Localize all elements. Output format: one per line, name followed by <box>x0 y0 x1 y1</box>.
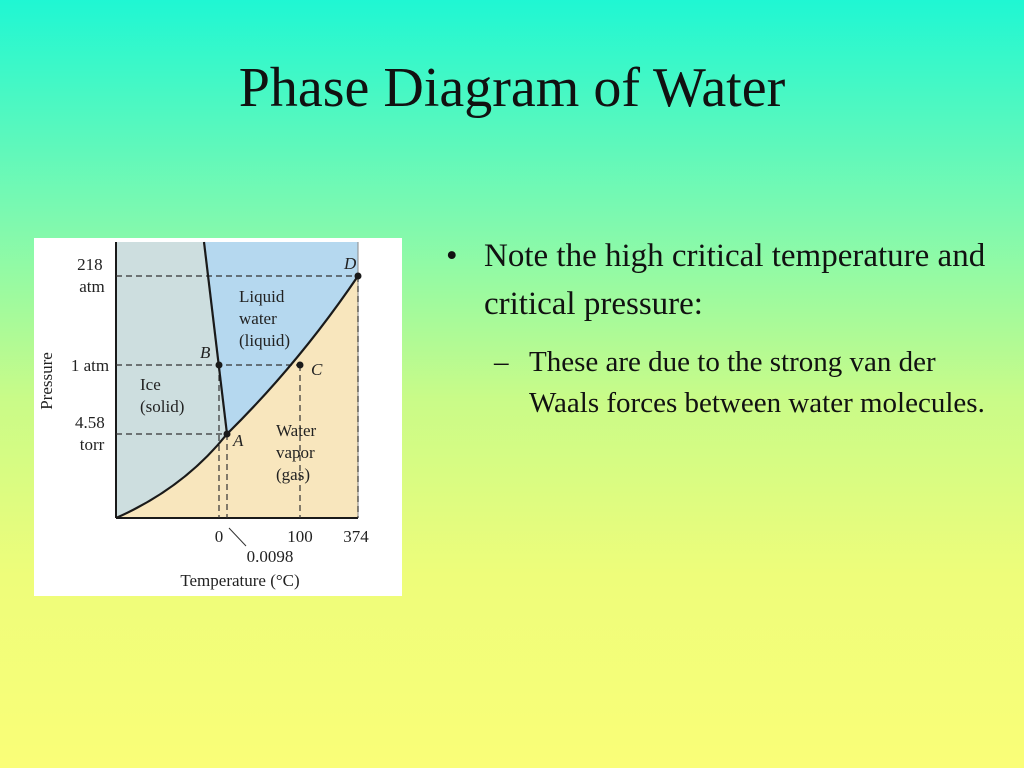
sub-bullet-text: These are due to the strong van der Waal… <box>529 346 985 419</box>
phase-diagram-figure: A B C D Ice (solid) Liquid water (liquid… <box>34 238 402 596</box>
point-d-label: D <box>343 254 357 273</box>
y-tick-218-atm: 218 atm <box>77 255 107 296</box>
point-d-dot <box>354 272 362 280</box>
point-c-dot <box>296 361 304 369</box>
y-axis-label: Pressure <box>37 352 56 410</box>
x-tick-100: 100 <box>287 527 313 546</box>
solid-region-label: Ice (solid) <box>140 375 184 416</box>
sub-bullet-item: – These are due to the strong van der Wa… <box>446 342 1006 424</box>
bullet-item: • Note the high critical temperature and… <box>446 232 1006 328</box>
solid-region <box>116 242 227 518</box>
point-c-label: C <box>311 360 323 379</box>
point-a-label: A <box>232 431 244 450</box>
y-tick-4-58-torr: 4.58 torr <box>75 413 109 454</box>
x-axis-label: Temperature (°C) <box>180 571 299 590</box>
x-tick-0: 0 <box>215 527 224 546</box>
x-tick-374: 374 <box>343 527 369 546</box>
x-tick-0-0098: 0.0098 <box>247 547 294 566</box>
sublimation-vaporization-curve <box>115 275 359 520</box>
sub-bullet-marker: – <box>494 346 509 378</box>
guide-lines <box>116 275 359 518</box>
gas-region-label: Water vapor (gas) <box>276 421 320 484</box>
bullet-text: Note the high critical temperature and c… <box>484 238 986 322</box>
point-a-dot <box>223 430 231 438</box>
point-b-label: B <box>200 343 211 362</box>
bullet-marker: • <box>446 238 458 274</box>
point-b-dot <box>215 361 223 369</box>
liquid-region-label: Liquid water (liquid) <box>239 287 290 350</box>
y-tick-1-atm: 1 atm <box>71 356 109 375</box>
gas-region <box>116 276 358 518</box>
melting-curve <box>202 241 229 435</box>
bullet-list: • Note the high critical temperature and… <box>446 232 1006 424</box>
liquid-region <box>204 242 358 434</box>
slide-title: Phase Diagram of Water <box>238 57 786 119</box>
leader-line-0-0098 <box>228 527 247 547</box>
